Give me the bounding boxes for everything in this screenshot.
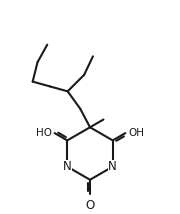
Text: N: N [63,160,72,173]
Text: OH: OH [128,128,144,138]
Text: N: N [108,160,117,173]
Text: O: O [85,199,95,212]
Text: HO: HO [36,128,52,138]
